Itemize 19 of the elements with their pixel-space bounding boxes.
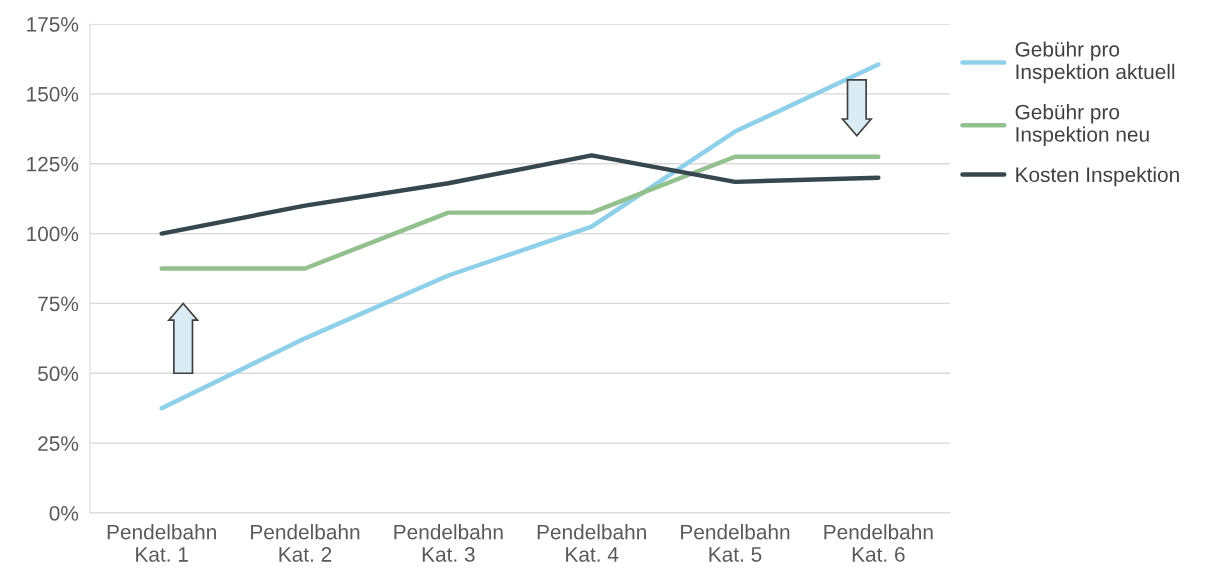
x-tick-label: Pendelbahn Kat. 5 xyxy=(681,524,790,562)
y-tick-label: 100% xyxy=(27,226,79,242)
y-tick-label: 50% xyxy=(38,366,79,382)
x-tick-label: Pendelbahn Kat. 1 xyxy=(107,524,216,562)
y-tick-label: 75% xyxy=(38,296,79,312)
y-tick-label: 125% xyxy=(27,156,79,172)
legend-label: Gebühr pro Inspektion neu xyxy=(1015,104,1149,146)
legend-label: Gebühr pro Inspektion aktuell xyxy=(1015,41,1175,84)
x-tick-label: Pendelbahn Kat. 3 xyxy=(394,524,503,562)
y-tick-label: 0% xyxy=(49,506,79,521)
x-tick-label: Pendelbahn Kat. 6 xyxy=(824,524,933,562)
x-tick-label: Pendelbahn Kat. 4 xyxy=(537,524,646,562)
y-tick-label: 25% xyxy=(38,436,79,451)
legend-label: Kosten Inspektion xyxy=(1016,166,1179,187)
y-tick-label: 175% xyxy=(27,17,79,32)
line-series xyxy=(159,62,881,411)
line-series xyxy=(159,153,881,236)
x-tick-label: Pendelbahn Kat. 2 xyxy=(251,524,360,562)
y-tick-label: 150% xyxy=(27,86,79,102)
